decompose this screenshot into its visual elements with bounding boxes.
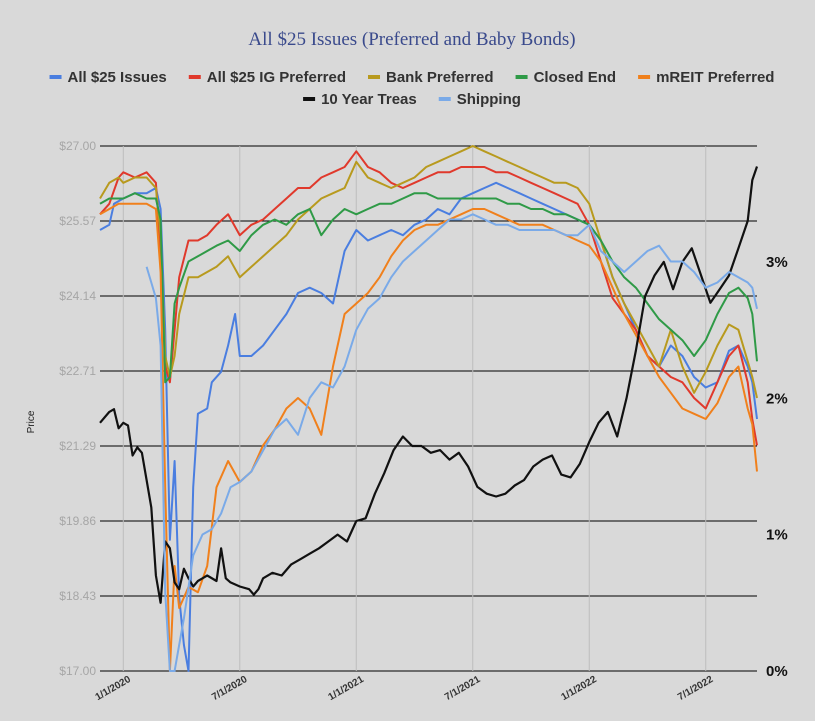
y-tick-label: $18.43 bbox=[59, 589, 96, 603]
legend-label-mreit-preferred: mREIT Preferred bbox=[656, 69, 774, 86]
legend-label-bank-preferred: Bank Preferred bbox=[386, 69, 494, 86]
legend-label-all-25-issues: All $25 Issues bbox=[68, 69, 167, 86]
x-axis: 1/1/2020 7/1/2020 1/1/2021 7/1/2021 1/1/2022… bbox=[94, 674, 716, 703]
legend-swatch-mreit-preferred bbox=[638, 75, 651, 79]
y-axis-label: Price bbox=[26, 410, 37, 433]
series-line-bank-preferred bbox=[99, 145, 758, 399]
legend-swatch-10-year-treas bbox=[303, 97, 316, 101]
y-tick-label: $17.00 bbox=[59, 664, 96, 678]
y2-tick-label: 0% bbox=[766, 663, 788, 680]
legend-label-shipping: Shipping bbox=[457, 91, 521, 108]
legend-label-all-25-ig-preferred: All $25 IG Preferred bbox=[207, 69, 346, 86]
series-line-mreit-preferred bbox=[99, 202, 758, 672]
series-line-shipping bbox=[145, 213, 758, 672]
y2-tick-label: 2% bbox=[766, 390, 788, 407]
legend-label-closed-end: Closed End bbox=[534, 69, 617, 86]
y-tick-label: $19.86 bbox=[59, 514, 96, 528]
legend-swatch-all-25-issues bbox=[49, 75, 62, 79]
y2-tick-label: 1% bbox=[766, 527, 788, 544]
legend-swatch-closed-end bbox=[515, 75, 528, 79]
x-tick-label: 1/1/2020 bbox=[94, 674, 134, 703]
x-tick-label: 7/1/2021 bbox=[443, 674, 483, 703]
legend: All $25 Issues All $25 IG Preferred Bank P… bbox=[49, 69, 774, 108]
y-axis-right: 3% 2% 1% 0% bbox=[766, 254, 788, 680]
series-line-closed-end bbox=[99, 192, 758, 384]
y-tick-label: $25.57 bbox=[59, 214, 96, 228]
y-tick-label: $24.14 bbox=[59, 289, 96, 303]
legend-swatch-bank-preferred bbox=[368, 75, 381, 79]
x-tick-label: 7/1/2022 bbox=[676, 674, 716, 703]
series-lines bbox=[99, 145, 759, 672]
x-tick-label: 7/1/2020 bbox=[210, 674, 250, 703]
y-tick-label: $22.71 bbox=[59, 364, 96, 378]
x-tick-label: 1/1/2021 bbox=[327, 674, 367, 703]
series-line-all-25-ig-preferred bbox=[99, 150, 758, 446]
legend-swatch-all-25-ig-preferred bbox=[188, 75, 201, 79]
y-axis-left: $27.00 $25.57 $24.14 $22.71 $21.29 $19.86 $18.… bbox=[59, 139, 96, 678]
series-line-10-year-treas bbox=[99, 166, 759, 604]
legend-label-10-year-treas: 10 Year Treas bbox=[321, 91, 417, 108]
chart-title: All $25 Issues (Preferred and Baby Bonds… bbox=[248, 29, 575, 50]
legend-swatch-shipping bbox=[438, 97, 451, 101]
x-tick-label: 1/1/2022 bbox=[560, 674, 600, 703]
y-tick-label: $21.29 bbox=[59, 439, 96, 453]
y-tick-label: $27.00 bbox=[59, 139, 96, 153]
y2-tick-label: 3% bbox=[766, 254, 788, 271]
